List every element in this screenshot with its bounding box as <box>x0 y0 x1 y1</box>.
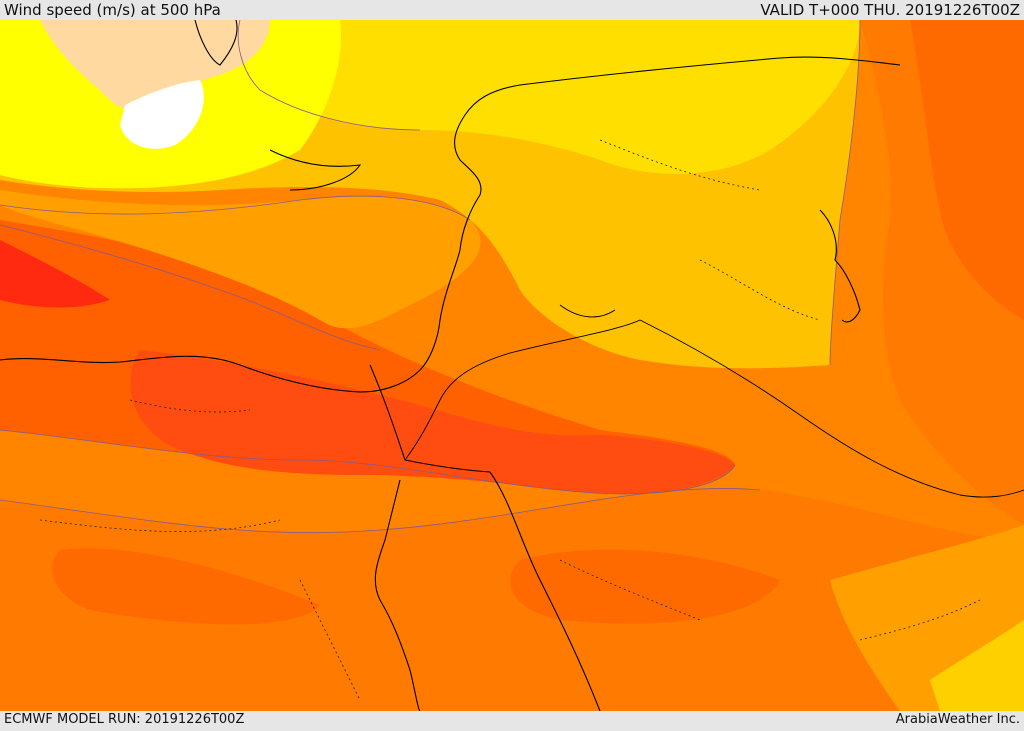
southern-band <box>0 488 1024 711</box>
model-run: ECMWF MODEL RUN: 20191226T00Z <box>4 712 245 727</box>
east-strip-core <box>910 20 1024 320</box>
north-white-calm <box>120 80 204 149</box>
political-borders <box>404 304 1024 498</box>
central-gold-blob <box>520 220 633 334</box>
north-light-gold <box>238 20 860 174</box>
southern-jet-core-west <box>52 548 320 625</box>
valid-time: VALID T+000 THU. 20191226T00Z <box>760 1 1020 19</box>
footer-bar: ECMWF MODEL RUN: 20191226T00Z ArabiaWeat… <box>0 711 1024 731</box>
jet-core <box>130 350 736 494</box>
coastlines <box>0 20 901 711</box>
contour-lines <box>0 20 861 534</box>
map-svg <box>0 20 1024 711</box>
jet-max-west <box>0 240 110 308</box>
wind-speed-map <box>0 20 1024 711</box>
chart-title: Wind speed (m/s) at 500 hPa <box>4 1 221 19</box>
header-bar: Wind speed (m/s) at 500 hPa VALID T+000 … <box>0 0 1024 20</box>
se-yellow-zone <box>930 620 1024 711</box>
southern-jet-core-east <box>510 549 780 624</box>
north-peach <box>40 20 270 112</box>
credit: ArabiaWeather Inc. <box>895 712 1020 727</box>
internal-boundaries <box>39 139 981 701</box>
north-orange-belt <box>0 190 481 329</box>
